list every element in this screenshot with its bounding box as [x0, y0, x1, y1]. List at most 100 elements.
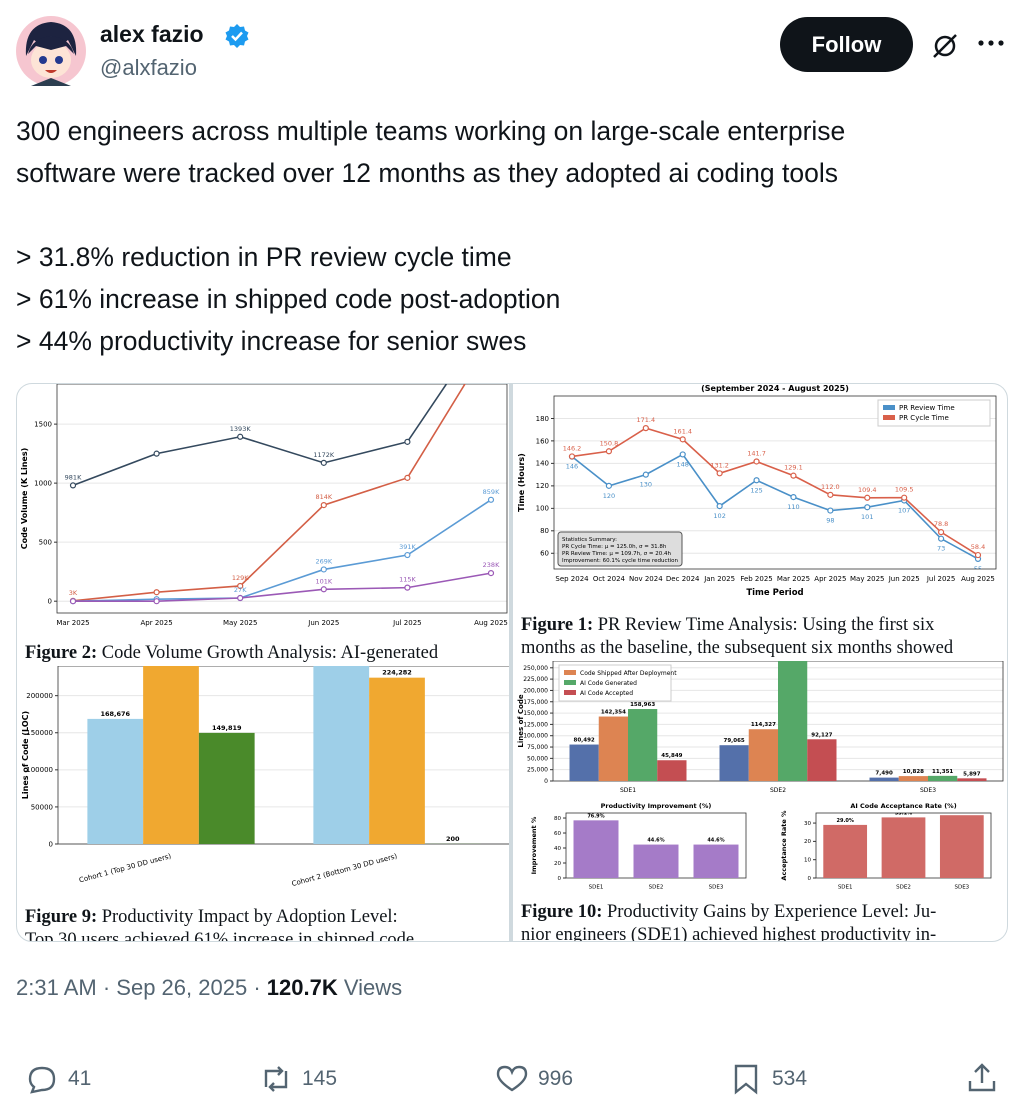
- author-handle[interactable]: @alxfazio: [100, 55, 197, 80]
- data-label: 142,354: [601, 710, 626, 716]
- share-button[interactable]: [964, 1061, 1000, 1095]
- point: [937, 529, 945, 536]
- verified-badge: [225, 24, 249, 48]
- point: [679, 451, 686, 458]
- y-tick-label: 50000: [31, 803, 53, 811]
- date[interactable]: Sep 26, 2025: [116, 975, 248, 1000]
- legend-box: [558, 664, 672, 702]
- tweet-text: 300 engineers across multiple teams work…: [16, 116, 846, 146]
- author-name[interactable]: alex fazio: [100, 21, 204, 47]
- caption-text: Code Volume Growth Analysis: AI-generate…: [101, 643, 439, 663]
- stats-line: Improvement: 60.1% cycle time reduction: [562, 558, 679, 564]
- data-label: 391K: [399, 543, 416, 551]
- point: [642, 425, 649, 432]
- x-tick-label: SDE1: [838, 885, 853, 891]
- y-tick-label: 0: [49, 840, 53, 848]
- figure-caption: Figure 10: Productivity Gains by Experie…: [521, 901, 936, 941]
- stats-line: Statistics Summary:: [562, 537, 617, 543]
- reply-button[interactable]: 41: [24, 1063, 91, 1095]
- bar: [369, 677, 425, 844]
- y-tick-label: 180: [536, 415, 549, 423]
- plot-area: 168,676 224,282 149,819 200: [87, 666, 481, 844]
- repost-count: 145: [302, 1067, 338, 1090]
- x-tick-label: Oct 2024: [593, 575, 626, 583]
- data-label: 45,849: [661, 753, 682, 759]
- series-line: [571, 453, 979, 560]
- y-tick-label: 175,000: [523, 699, 548, 706]
- y-tick-label: 0: [544, 778, 548, 785]
- bar: [628, 709, 658, 781]
- data-label: 110: [787, 503, 799, 511]
- data-label: 238K: [483, 561, 500, 569]
- legend-label: PR Cycle Time: [899, 414, 949, 422]
- repost-button[interactable]: 145: [258, 1063, 337, 1095]
- point: [790, 494, 797, 501]
- point: [487, 496, 495, 503]
- x-tick-label: Nov 2024: [629, 575, 663, 583]
- view-count: 120.7K: [266, 975, 338, 1000]
- x-tick-label: Jan 2025: [703, 575, 735, 583]
- figure-panel: 0 50000 100000 150000 200000 Cohort 1 (Top 30…: [17, 666, 509, 941]
- series-line: [571, 427, 979, 556]
- data-label: 79,065: [724, 738, 745, 744]
- point: [320, 586, 327, 593]
- legend-swatch: [883, 415, 895, 420]
- point: [864, 494, 871, 501]
- point: [864, 504, 871, 511]
- data-label: 78.8: [934, 520, 948, 528]
- x-tick-label: Apr 2025: [141, 619, 173, 627]
- more-menu[interactable]: [977, 36, 1005, 50]
- data-label: 1172K: [313, 451, 335, 459]
- point: [753, 477, 760, 484]
- y-tick-label: 100: [536, 505, 549, 513]
- data-label: 141.7: [747, 449, 766, 457]
- y-tick-label: 25,000: [527, 767, 548, 774]
- x-tick-label: SDE2: [770, 787, 786, 794]
- y-tick-label: 100000: [26, 766, 53, 774]
- media-grid[interactable]: 0 500 1000 1500 Mar 2025 Apr 2025 May 2025 Jun …: [16, 383, 1008, 942]
- caption-text: PR Review Time Analysis: Using the first…: [597, 615, 935, 635]
- caption-label: Figure 10:: [521, 902, 603, 922]
- y-tick-label: 75,000: [527, 744, 548, 751]
- data-label: 1393K: [230, 425, 252, 433]
- tweet-meta: 2:31 AM · Sep 26, 2025 · 120.7K Views: [16, 975, 402, 1001]
- x-tick-label: Jul 2025: [392, 619, 422, 627]
- y-tick-label: 0: [48, 598, 52, 606]
- x-tick-label: SDE3: [709, 885, 724, 891]
- y-tick-label: 225,000: [523, 676, 548, 683]
- x-tick-label: SDE1: [589, 885, 604, 891]
- y-tick-label: 140: [536, 460, 549, 468]
- point: [69, 598, 77, 605]
- avatar[interactable]: [16, 16, 86, 86]
- bar: [198, 732, 255, 844]
- follow-button[interactable]: Follow: [780, 17, 913, 72]
- bar: [957, 778, 987, 781]
- data-label: 33.1%: [895, 810, 912, 816]
- point: [320, 459, 327, 466]
- data-label: 130: [640, 481, 652, 489]
- data-label: 168,676: [100, 710, 130, 718]
- legend-swatch: [564, 680, 576, 685]
- data-label: 129.1: [784, 464, 803, 472]
- bar: [633, 844, 679, 878]
- figure-panel: 0 500 1000 1500 Mar 2025 Apr 2025 May 2025 Jun …: [17, 384, 509, 666]
- x-tick-label: Aug 2025: [961, 575, 995, 583]
- y-tick-label: 0: [558, 876, 562, 882]
- series-line: [73, 572, 492, 602]
- bookmark-button[interactable]: 534: [728, 1063, 807, 1095]
- data-label: 146.2: [563, 444, 582, 452]
- tweet-text: > 31.8% reduction in PR review cycle tim…: [16, 242, 512, 272]
- y-axis-label: Acceptance Rate %: [780, 810, 788, 881]
- data-label: 814K: [315, 493, 332, 501]
- data-label: 29.0%: [836, 818, 853, 824]
- x-tick-label: Apr 2025: [814, 575, 846, 583]
- separator: ·: [253, 975, 261, 1000]
- y-tick-label: 250,000: [523, 665, 548, 672]
- point: [320, 566, 327, 573]
- like-button[interactable]: 996: [494, 1063, 573, 1095]
- x-tick-label: Sep 2024: [555, 575, 589, 583]
- x-tick-label: Feb 2025: [740, 575, 772, 583]
- grok-icon[interactable]: [930, 31, 960, 61]
- caption-text: months as the baseline, the subsequent s…: [521, 638, 954, 658]
- data-label: 109.4: [858, 486, 877, 494]
